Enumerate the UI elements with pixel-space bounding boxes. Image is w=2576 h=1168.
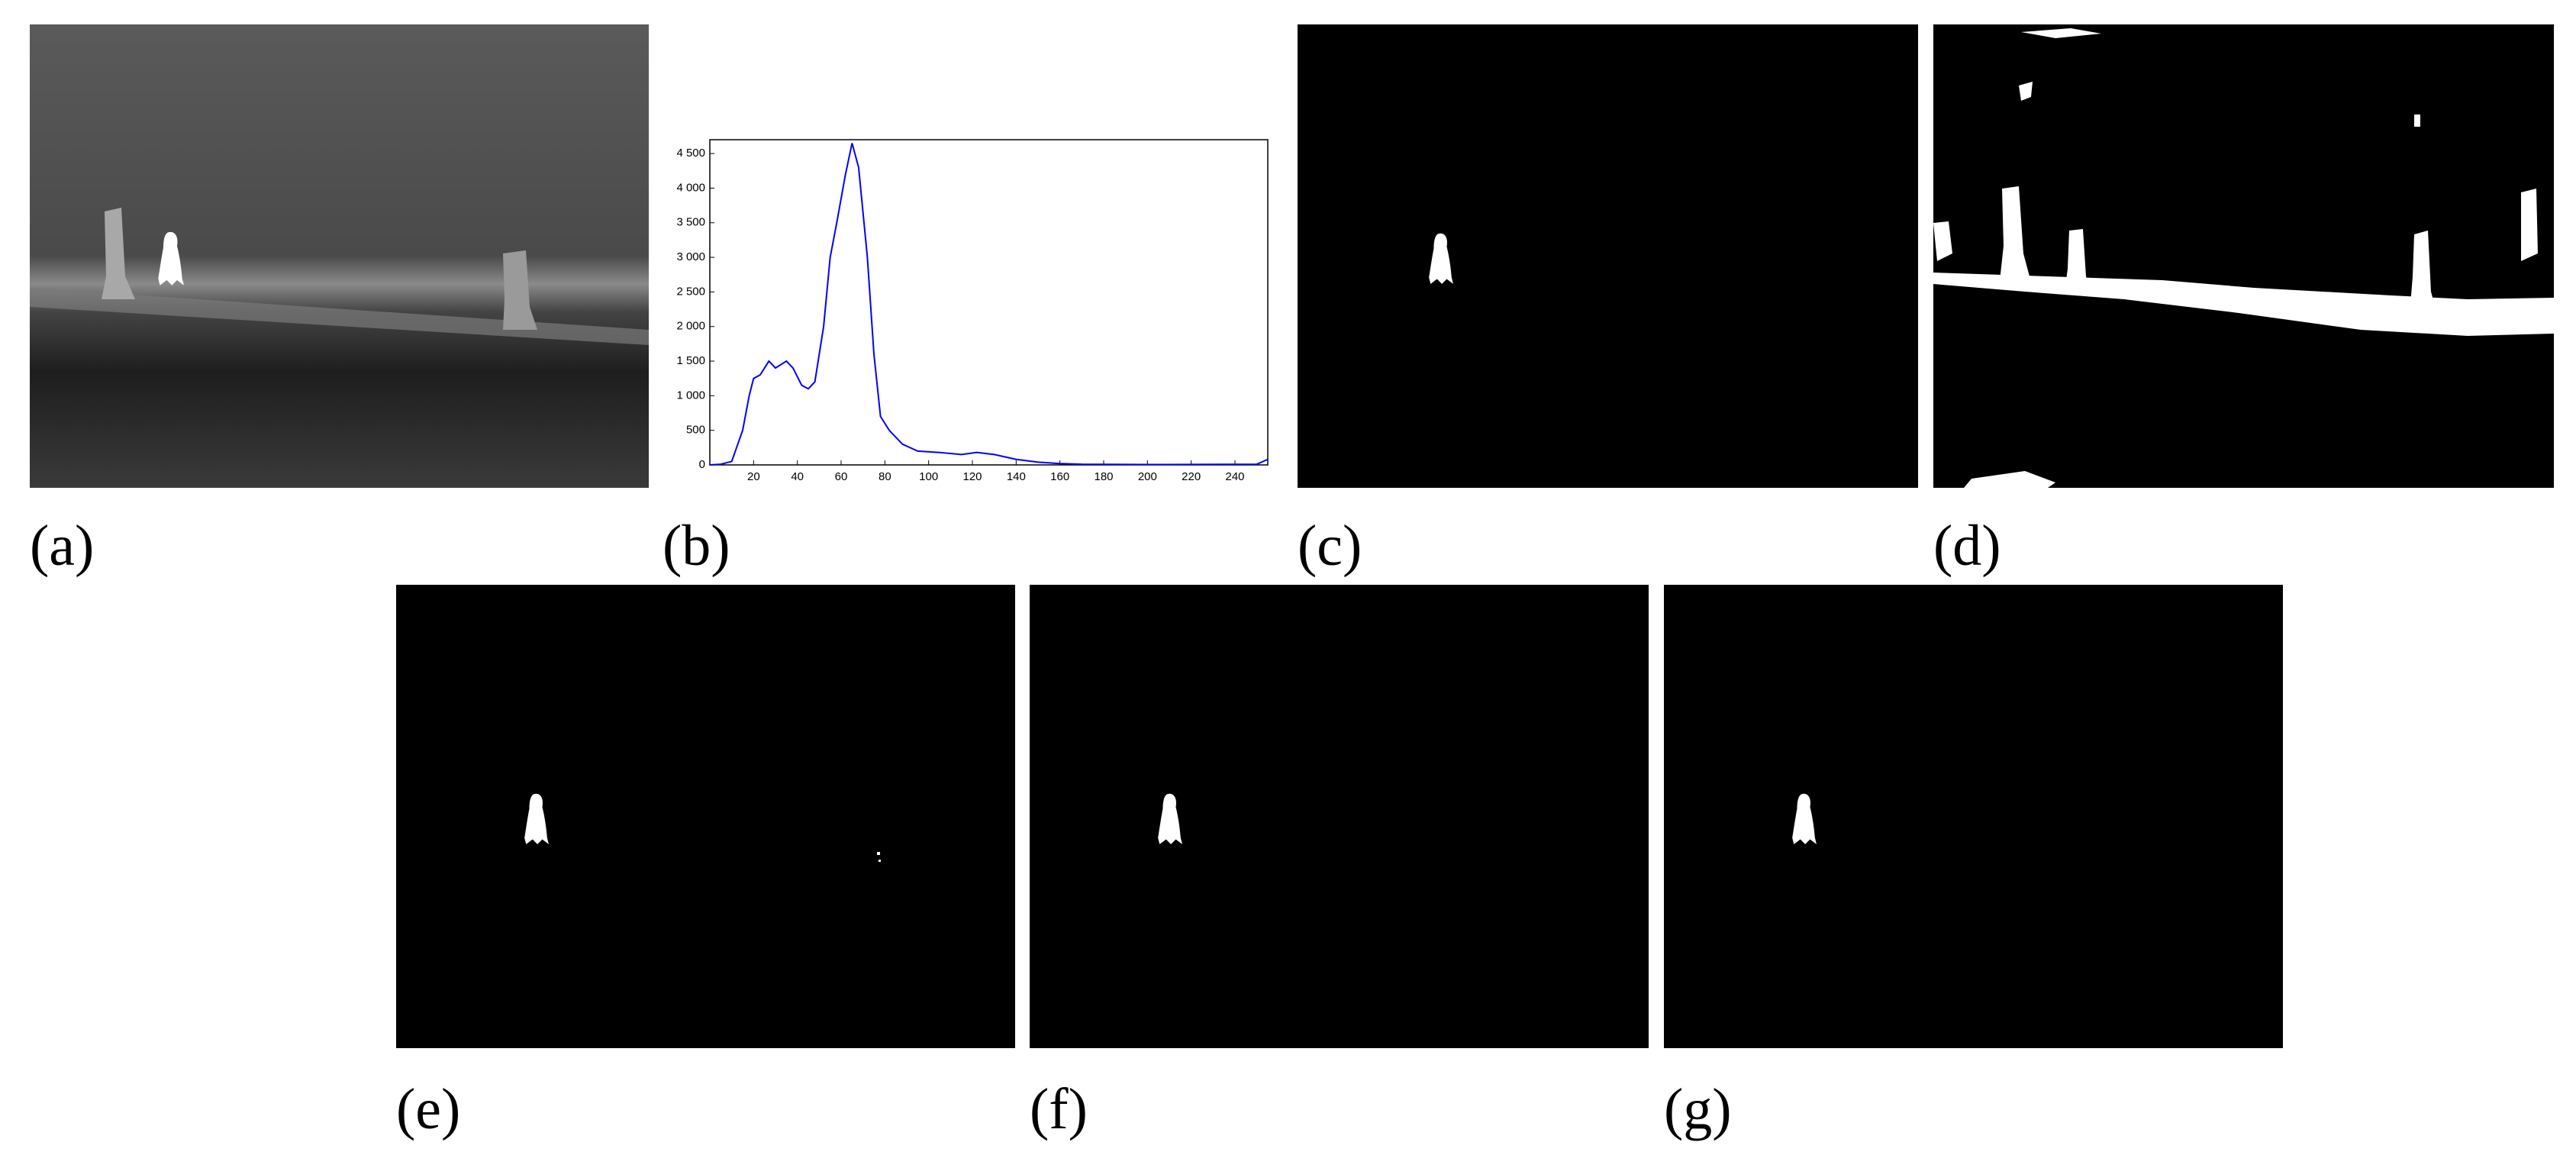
mask-image bbox=[1298, 24, 1918, 488]
plot-frame bbox=[709, 139, 1269, 466]
x-tick-label: 40 bbox=[791, 470, 804, 483]
x-tick-label: 160 bbox=[1050, 470, 1069, 483]
histogram-line bbox=[709, 143, 1269, 466]
panel-label: (d) bbox=[1933, 514, 2001, 578]
panel-label: (g) bbox=[1664, 1077, 1732, 1141]
y-tick-label: 2 000 bbox=[676, 320, 705, 333]
x-tick-label: 100 bbox=[919, 470, 938, 483]
y-tick-label: 500 bbox=[686, 424, 705, 437]
x-tick-label: 200 bbox=[1138, 470, 1157, 483]
y-tick-label: 4 500 bbox=[676, 147, 705, 160]
x-tick-label: 220 bbox=[1182, 470, 1201, 483]
x-tick-label: 140 bbox=[1007, 470, 1026, 483]
mask-image bbox=[1664, 585, 2283, 1048]
y-tick-label: 2 500 bbox=[676, 285, 705, 298]
mask-image bbox=[396, 585, 1015, 1048]
panel-label: (f) bbox=[1030, 1077, 1088, 1141]
x-tick-label: 80 bbox=[879, 470, 891, 483]
panel-label: (c) bbox=[1298, 514, 1362, 578]
y-tick-label: 4 000 bbox=[676, 181, 705, 194]
panel-label: (e) bbox=[396, 1077, 460, 1141]
y-tick-label: 3 000 bbox=[676, 250, 705, 263]
y-tick-label: 0 bbox=[699, 458, 705, 471]
panel-label: (a) bbox=[30, 514, 94, 578]
mask-image bbox=[1933, 24, 2554, 488]
panel-label: (b) bbox=[663, 514, 730, 578]
mask-image bbox=[1030, 585, 1649, 1048]
x-tick-label: 240 bbox=[1225, 470, 1244, 483]
y-tick-label: 3 500 bbox=[676, 216, 705, 229]
x-tick-label: 20 bbox=[747, 470, 760, 483]
x-tick-label: 60 bbox=[835, 470, 848, 483]
x-tick-label: 180 bbox=[1094, 470, 1113, 483]
y-tick-label: 1 500 bbox=[676, 354, 705, 367]
y-tick-label: 1 000 bbox=[676, 389, 705, 402]
histogram: 0 500 1 000 1 500 2 000 2 500 3 000 3 500 4 000 4… bbox=[676, 139, 1269, 483]
x-tick-label: 120 bbox=[962, 470, 982, 483]
thermal-image bbox=[30, 24, 649, 488]
